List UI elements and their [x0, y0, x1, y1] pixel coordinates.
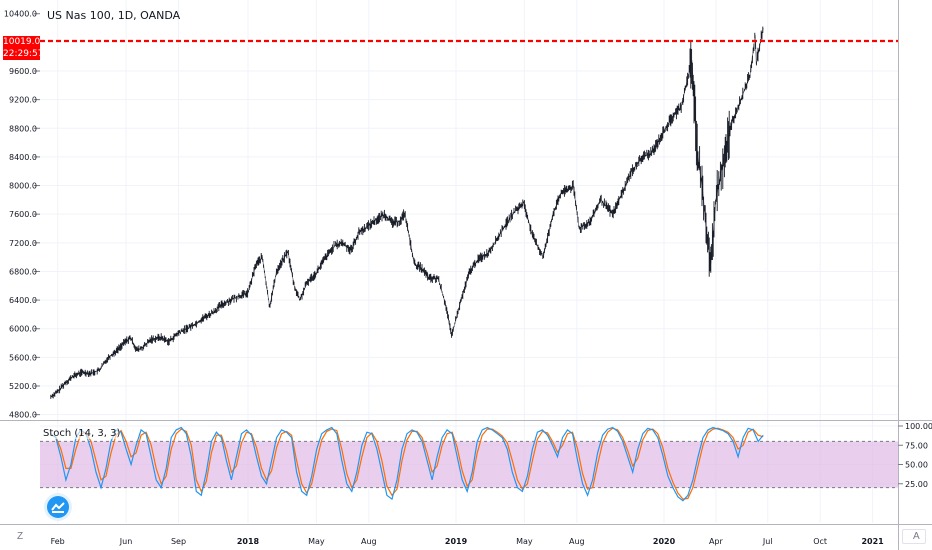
time-tick-label: Jun: [119, 537, 133, 546]
price-tick-label: 6800.0: [9, 267, 37, 276]
stoch-overbought-oversold-band: [40, 441, 898, 488]
time-tick-label: Aug: [569, 537, 585, 546]
time-tick-label: Feb: [51, 537, 65, 546]
price-tick-label: 8400.0: [9, 153, 37, 162]
stoch-d-line: [50, 427, 764, 500]
price-series-layer: [40, 26, 898, 399]
price-tick-label: 9600.0: [9, 67, 37, 76]
stoch-tick-label: 100.00: [905, 422, 932, 431]
indicator-title[interactable]: Stoch (14, 3, 3): [43, 428, 121, 439]
price-tick-label: 4800.0: [9, 411, 37, 420]
timezone-corner-label[interactable]: Z: [17, 531, 24, 542]
time-tick-label: Oct: [813, 537, 827, 546]
auto-scale-toggle[interactable]: A: [913, 531, 920, 542]
bar-countdown-tag: 22:29:57: [3, 48, 44, 60]
last-price-tag: 10019.0: [3, 36, 41, 48]
time-tick-label: 2019: [445, 537, 468, 546]
stoch-tick-label: 75.00: [905, 441, 928, 450]
price-tick-label: 7600.0: [9, 210, 37, 219]
tradingview-logo-icon[interactable]: [47, 496, 69, 518]
price-tick-label: 8000.0: [9, 182, 37, 191]
time-tick-label: 2021: [861, 537, 884, 546]
price-tick-label: 6400.0: [9, 296, 37, 305]
time-tick-label: Jul: [762, 537, 773, 546]
price-tick-label: 10400.0: [4, 10, 37, 19]
price-tick-label: 7200.0: [9, 239, 37, 248]
time-tick-label: Aug: [361, 537, 377, 546]
stoch-tick-label: 25.00: [905, 480, 928, 489]
price-tick-label: 5600.0: [9, 353, 37, 362]
time-tick-label: May: [516, 537, 533, 546]
stoch-k-line: [50, 426, 764, 502]
price-tick-label: 6000.0: [9, 325, 37, 334]
time-tick-label: 2020: [653, 537, 676, 546]
symbol-title[interactable]: US Nas 100, 1D, OANDA: [47, 9, 181, 22]
price-series-line: [50, 27, 764, 398]
price-tick-label: 9200.0: [9, 96, 37, 105]
price-tick-label: 8800.0: [9, 124, 37, 133]
time-tick-label: Sep: [171, 537, 186, 546]
stoch-tick-label: 50.00: [905, 461, 928, 470]
time-tick-label: 2018: [237, 537, 260, 546]
settings-box-icon[interactable]: [902, 529, 926, 544]
stoch-series-layer: [50, 426, 764, 502]
time-tick-label: May: [308, 537, 325, 546]
stoch-band-layer: [40, 440, 898, 489]
time-tick-label: Apr: [709, 537, 724, 546]
price-tick-label: 5200.0: [9, 382, 37, 391]
